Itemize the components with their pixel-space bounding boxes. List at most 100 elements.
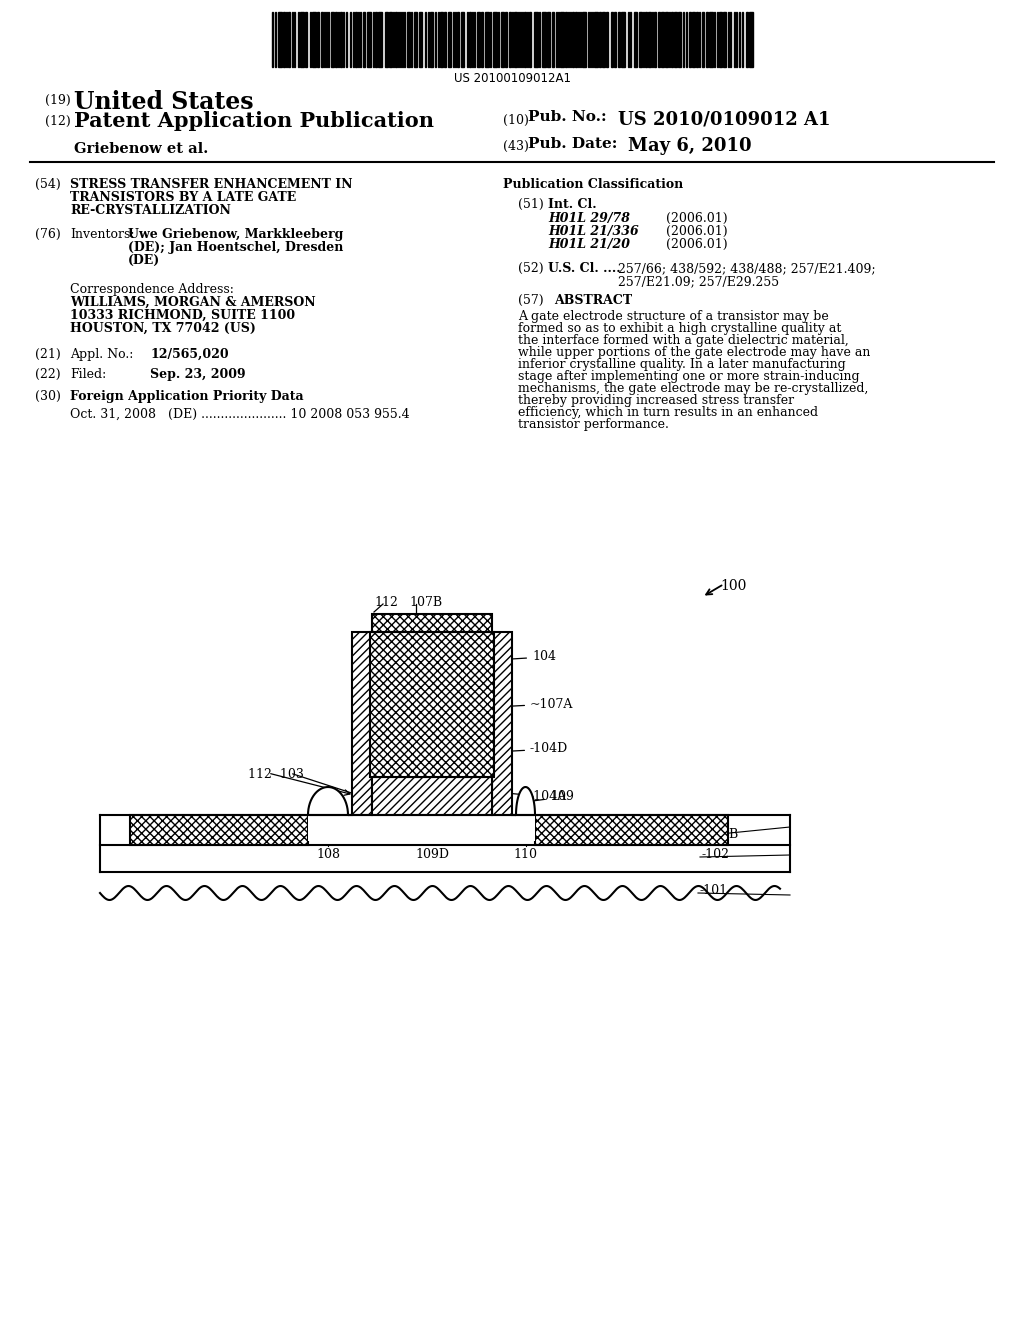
- Bar: [481, 12, 483, 67]
- Bar: [572, 12, 574, 67]
- Text: (DE); Jan Hoentschel, Dresden: (DE); Jan Hoentschel, Dresden: [128, 242, 343, 253]
- Bar: [542, 12, 546, 67]
- Text: Pub. No.:: Pub. No.:: [528, 110, 606, 124]
- Text: thereby providing increased stress transfer: thereby providing increased stress trans…: [518, 393, 795, 407]
- Bar: [634, 12, 637, 67]
- Bar: [614, 12, 616, 67]
- Text: Correspondence Address:: Correspondence Address:: [70, 282, 233, 296]
- Text: 112  103: 112 103: [248, 768, 304, 781]
- Text: Int. Cl.: Int. Cl.: [548, 198, 597, 211]
- Text: H01L 21/20: H01L 21/20: [548, 238, 630, 251]
- Text: (2006.01): (2006.01): [666, 238, 728, 251]
- Text: Pub. Date:: Pub. Date:: [528, 137, 617, 150]
- Bar: [689, 12, 691, 67]
- Bar: [362, 12, 365, 67]
- Text: RE-CRYSTALLIZATION: RE-CRYSTALLIZATION: [70, 205, 230, 216]
- Bar: [407, 12, 410, 67]
- Bar: [308, 814, 348, 841]
- Bar: [477, 12, 480, 67]
- Bar: [372, 777, 492, 814]
- Bar: [611, 12, 613, 67]
- Bar: [100, 814, 790, 873]
- Bar: [547, 12, 550, 67]
- Bar: [671, 12, 673, 67]
- Bar: [746, 12, 748, 67]
- Text: 12/565,020: 12/565,020: [150, 348, 228, 360]
- Text: (54): (54): [35, 178, 60, 191]
- Bar: [621, 12, 625, 67]
- Bar: [485, 12, 489, 67]
- Text: TRANSISTORS BY A LATE GATE: TRANSISTORS BY A LATE GATE: [70, 191, 296, 205]
- Text: Appl. No.:: Appl. No.:: [70, 348, 133, 360]
- Text: (76): (76): [35, 228, 60, 242]
- Bar: [375, 12, 377, 67]
- Bar: [645, 12, 647, 67]
- Bar: [372, 614, 492, 632]
- Bar: [599, 12, 601, 67]
- Text: -102B: -102B: [702, 828, 739, 841]
- Text: ~107A: ~107A: [499, 697, 573, 710]
- Text: (DE): (DE): [128, 253, 160, 267]
- Text: WILLIAMS, MORGAN & AMERSON: WILLIAMS, MORGAN & AMERSON: [70, 296, 315, 309]
- Bar: [516, 814, 535, 841]
- Bar: [317, 12, 319, 67]
- Text: (52): (52): [518, 261, 544, 275]
- Text: (12): (12): [45, 115, 71, 128]
- Bar: [524, 12, 526, 67]
- Bar: [658, 12, 660, 67]
- Text: (22): (22): [35, 368, 60, 381]
- Bar: [305, 12, 307, 67]
- Polygon shape: [348, 632, 372, 814]
- Text: Uwe Griebenow, Markkleeberg: Uwe Griebenow, Markkleeberg: [128, 228, 343, 242]
- Bar: [288, 12, 290, 67]
- Text: H01L 29/78: H01L 29/78: [548, 213, 630, 224]
- Bar: [509, 12, 511, 67]
- Bar: [501, 12, 504, 67]
- Bar: [719, 12, 722, 67]
- Bar: [389, 12, 392, 67]
- Text: Filed:: Filed:: [70, 368, 106, 381]
- Text: -104D: -104D: [499, 742, 568, 755]
- Text: (10): (10): [503, 114, 528, 127]
- Text: 112: 112: [374, 597, 398, 609]
- Text: 107B: 107B: [409, 597, 442, 609]
- Bar: [692, 12, 695, 67]
- Bar: [529, 12, 531, 67]
- Bar: [560, 12, 564, 67]
- Bar: [618, 12, 620, 67]
- Text: A gate electrode structure of a transistor may be: A gate electrode structure of a transist…: [518, 310, 828, 323]
- Bar: [461, 12, 464, 67]
- Bar: [100, 814, 790, 873]
- Text: (2006.01): (2006.01): [666, 224, 728, 238]
- Text: US 2010/0109012 A1: US 2010/0109012 A1: [618, 110, 830, 128]
- Bar: [702, 12, 705, 67]
- Bar: [340, 12, 342, 67]
- Text: (57): (57): [518, 294, 544, 308]
- Text: (2006.01): (2006.01): [666, 213, 728, 224]
- Bar: [565, 12, 567, 67]
- Text: 108: 108: [316, 847, 340, 861]
- Bar: [665, 12, 668, 67]
- Bar: [278, 12, 282, 67]
- Bar: [594, 12, 598, 67]
- Text: while upper portions of the gate electrode may have an: while upper portions of the gate electro…: [518, 346, 870, 359]
- Text: 109: 109: [522, 791, 573, 804]
- Text: formed so as to exhibit a high crystalline quality at: formed so as to exhibit a high crystalli…: [518, 322, 842, 335]
- Bar: [505, 12, 507, 67]
- Text: (51): (51): [518, 198, 544, 211]
- Bar: [367, 12, 371, 67]
- Text: efficiency, which in turn results in an enhanced: efficiency, which in turn results in an …: [518, 407, 818, 418]
- Text: -104A: -104A: [499, 791, 567, 804]
- Bar: [552, 12, 554, 67]
- Text: 109D: 109D: [415, 847, 449, 861]
- Bar: [575, 12, 577, 67]
- Text: 100: 100: [720, 579, 746, 593]
- Bar: [444, 12, 446, 67]
- Text: STRESS TRANSFER ENHANCEMENT IN: STRESS TRANSFER ENHANCEMENT IN: [70, 178, 352, 191]
- Text: (30): (30): [35, 389, 60, 403]
- Bar: [372, 812, 492, 814]
- Bar: [321, 12, 323, 67]
- Bar: [370, 632, 494, 777]
- Bar: [395, 12, 397, 67]
- Bar: [300, 12, 304, 67]
